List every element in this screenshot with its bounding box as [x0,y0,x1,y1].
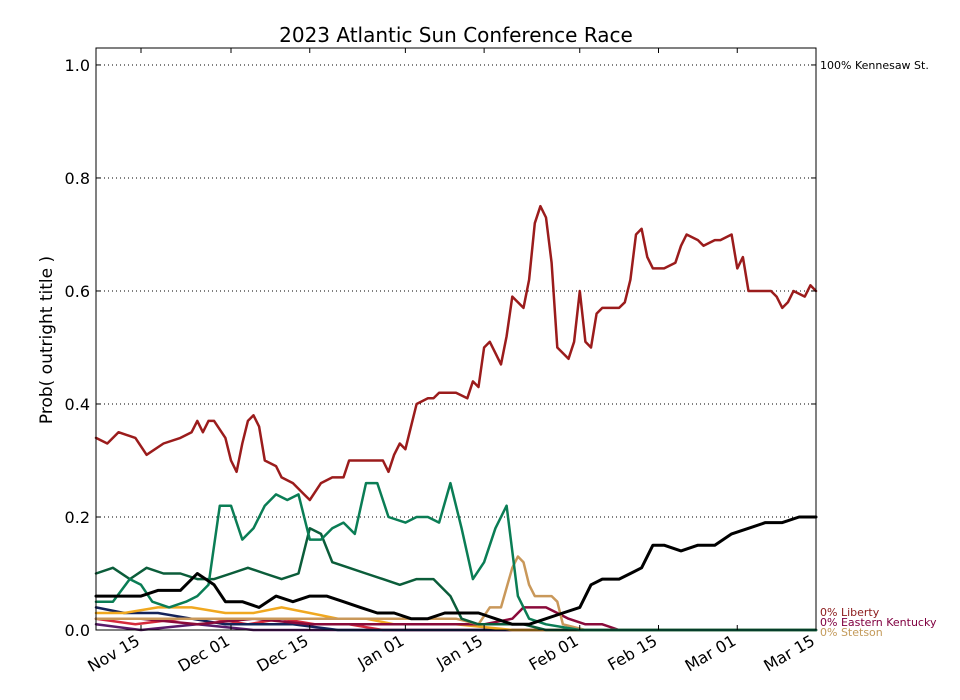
chart-title: 2023 Atlantic Sun Conference Race [279,23,633,47]
x-tick-label: Mar 15 [760,631,818,675]
series-line-liberty [94,204,818,502]
grid [96,64,816,518]
series-line-stetson [94,555,818,632]
series-line-north-florida [94,481,818,632]
end-label: 0% Liberty [820,606,880,619]
x-tick-label: Dec 15 [253,631,311,676]
y-tick-label: 0.8 [65,169,90,188]
y-tick-label: 1.0 [65,56,90,75]
x-ticks: Nov 15 Dec 01 Dec 15 Jan 01 Jan 15 Feb 01 Feb … [84,48,818,676]
end-label: 0% Stetson [820,626,883,639]
x-tick-label: Mar 01 [682,631,740,675]
x-tick-label: Nov 15 [84,631,143,676]
x-tick-label: Dec 01 [175,631,233,676]
series-line-lipscomb [94,606,818,632]
series-line-kennesaw-st- [94,515,818,626]
end-label: 0% Eastern Kentucky [820,616,937,629]
series-line-florida-gulf-coast [94,527,818,632]
x-tick-label: Feb 01 [526,631,582,674]
series-lines [94,204,818,632]
y-tick-label: 0.6 [65,282,90,301]
y-tick-label: 0.0 [65,621,90,640]
x-tick-label: Feb 15 [604,631,660,674]
y-tick-label: 0.2 [65,508,90,527]
end-label: 100% Kennesaw St. [820,59,929,72]
x-tick-label: Jan 15 [432,631,486,673]
y-axis-label: Prob( outright title ) [37,256,57,424]
plot-frame [95,47,817,631]
y-tick-label: 0.4 [65,395,90,414]
y-ticks: 0.0 0.2 0.4 0.6 0.8 1.0 [65,56,816,640]
x-tick-label: Jan 01 [354,631,408,673]
